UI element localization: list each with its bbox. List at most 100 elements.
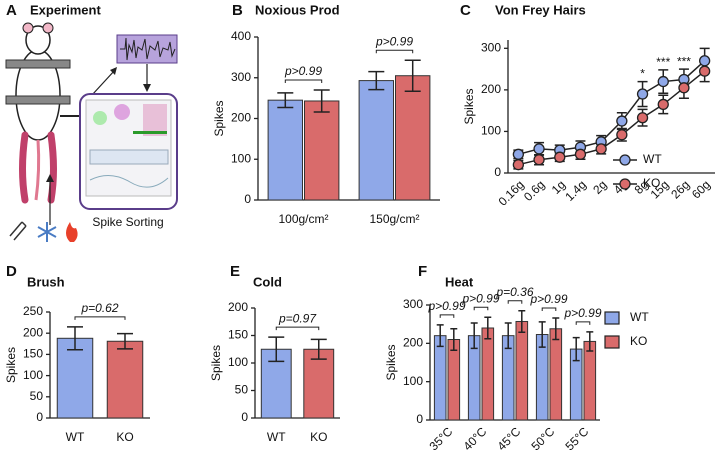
error-bar bbox=[450, 328, 458, 351]
marker bbox=[699, 55, 711, 67]
x-tick-label: 0.6g bbox=[521, 177, 547, 203]
significance-bracket bbox=[473, 306, 489, 311]
error-bar bbox=[518, 310, 526, 333]
y-tick-label: 200 bbox=[481, 82, 501, 96]
y-tick-label: 100 bbox=[228, 355, 248, 369]
x-tick-label: 60g bbox=[689, 177, 713, 201]
x-tick-label: KO bbox=[310, 430, 327, 444]
marker bbox=[657, 98, 669, 111]
legend-label: KO bbox=[643, 176, 660, 190]
bar bbox=[303, 348, 335, 419]
trace-panel bbox=[89, 149, 169, 165]
error-bar bbox=[368, 70, 385, 91]
y-axis-label: Spikes bbox=[209, 345, 223, 381]
bar bbox=[260, 348, 292, 419]
bar bbox=[433, 335, 447, 421]
error-bar bbox=[484, 316, 492, 340]
panel-letter: A bbox=[6, 2, 17, 19]
y-tick-label: 100 bbox=[481, 124, 501, 138]
y-tick-label: 0 bbox=[494, 165, 501, 179]
heat-icon bbox=[66, 222, 78, 242]
bar bbox=[583, 340, 597, 421]
y-tick-label: 200 bbox=[403, 336, 423, 350]
cluster bbox=[114, 104, 130, 120]
arrow-head bbox=[110, 67, 117, 75]
marker bbox=[533, 154, 545, 166]
marker bbox=[533, 143, 545, 155]
panel-letter: B bbox=[232, 2, 243, 19]
error-bar bbox=[404, 59, 421, 92]
y-axis-label: Spikes bbox=[4, 347, 18, 383]
error-bar bbox=[504, 322, 512, 350]
panel-title: Von Frey Hairs bbox=[495, 2, 586, 17]
p-value: p>0.99 bbox=[461, 291, 499, 305]
y-tick-label: 150 bbox=[228, 328, 248, 342]
panel-title: Cold bbox=[253, 274, 282, 289]
y-tick-label: 0 bbox=[36, 410, 43, 424]
error-bar bbox=[67, 326, 83, 351]
p-value: p=0.97 bbox=[278, 311, 317, 325]
legend-label: KO bbox=[630, 334, 647, 348]
panel-letter: E bbox=[230, 263, 240, 280]
y-tick-label: 200 bbox=[23, 325, 43, 339]
x-tick-label: 40°C bbox=[461, 424, 490, 453]
error-bar bbox=[313, 89, 330, 113]
panel-title: Noxious Prod bbox=[255, 2, 340, 17]
trace bbox=[89, 175, 169, 188]
caption: Spike Sorting bbox=[92, 215, 163, 229]
cluster bbox=[93, 111, 107, 125]
error-bar bbox=[310, 338, 327, 360]
error-bar bbox=[552, 317, 560, 341]
marker bbox=[616, 129, 628, 141]
error-bar bbox=[268, 336, 285, 363]
bar bbox=[515, 320, 529, 421]
cold-icon bbox=[37, 222, 57, 242]
significance-bracket bbox=[284, 79, 323, 83]
significance-bracket bbox=[541, 307, 557, 312]
legend-marker bbox=[604, 311, 620, 325]
series-line bbox=[518, 60, 706, 156]
y-tick-label: 0 bbox=[416, 412, 423, 426]
p-value: p>0.99 bbox=[375, 34, 413, 48]
mouse-head bbox=[25, 25, 51, 55]
y-tick-label: 200 bbox=[228, 300, 248, 314]
x-tick-label: 1.4g bbox=[562, 177, 588, 203]
spike-bar bbox=[133, 131, 167, 134]
bar bbox=[549, 328, 563, 421]
error-bar bbox=[277, 92, 294, 109]
legend-marker bbox=[619, 154, 631, 166]
brush-icon bbox=[9, 221, 27, 241]
bar bbox=[358, 80, 395, 201]
significance-bracket bbox=[74, 316, 126, 320]
bar bbox=[267, 99, 304, 201]
y-tick-label: 200 bbox=[231, 111, 251, 125]
p-value: p>0.99 bbox=[529, 292, 567, 306]
bar bbox=[106, 340, 144, 419]
legend-marker bbox=[619, 178, 631, 190]
y-tick-label: 400 bbox=[231, 29, 251, 43]
error-bar bbox=[470, 322, 478, 350]
significance-bracket bbox=[575, 321, 591, 325]
legend-marker bbox=[604, 335, 620, 349]
y-tick-label: 300 bbox=[403, 297, 423, 311]
y-tick-label: 100 bbox=[23, 368, 43, 382]
bar bbox=[56, 337, 94, 419]
x-tick-label: 50°C bbox=[529, 424, 558, 453]
y-axis-label: Spikes bbox=[212, 100, 226, 136]
error-bar bbox=[117, 332, 133, 350]
arrow-head bbox=[143, 84, 151, 92]
marker bbox=[554, 151, 566, 163]
bar bbox=[481, 327, 495, 421]
significance-bracket bbox=[439, 314, 455, 318]
p-value: p>0.99 bbox=[563, 306, 601, 320]
p-value: p>0.99 bbox=[427, 299, 465, 313]
y-tick-label: 0 bbox=[244, 192, 251, 206]
x-tick-label: 100g/cm² bbox=[278, 212, 328, 226]
mouse-ear bbox=[42, 22, 54, 34]
p-value: p=0.36 bbox=[495, 285, 533, 299]
experiment-diagram: A Experiment Spike Sorting bbox=[5, 2, 178, 242]
x-tick-label: 45°C bbox=[495, 424, 524, 453]
mouse-ear bbox=[22, 22, 34, 34]
series-line bbox=[518, 70, 706, 166]
bar bbox=[447, 339, 461, 421]
